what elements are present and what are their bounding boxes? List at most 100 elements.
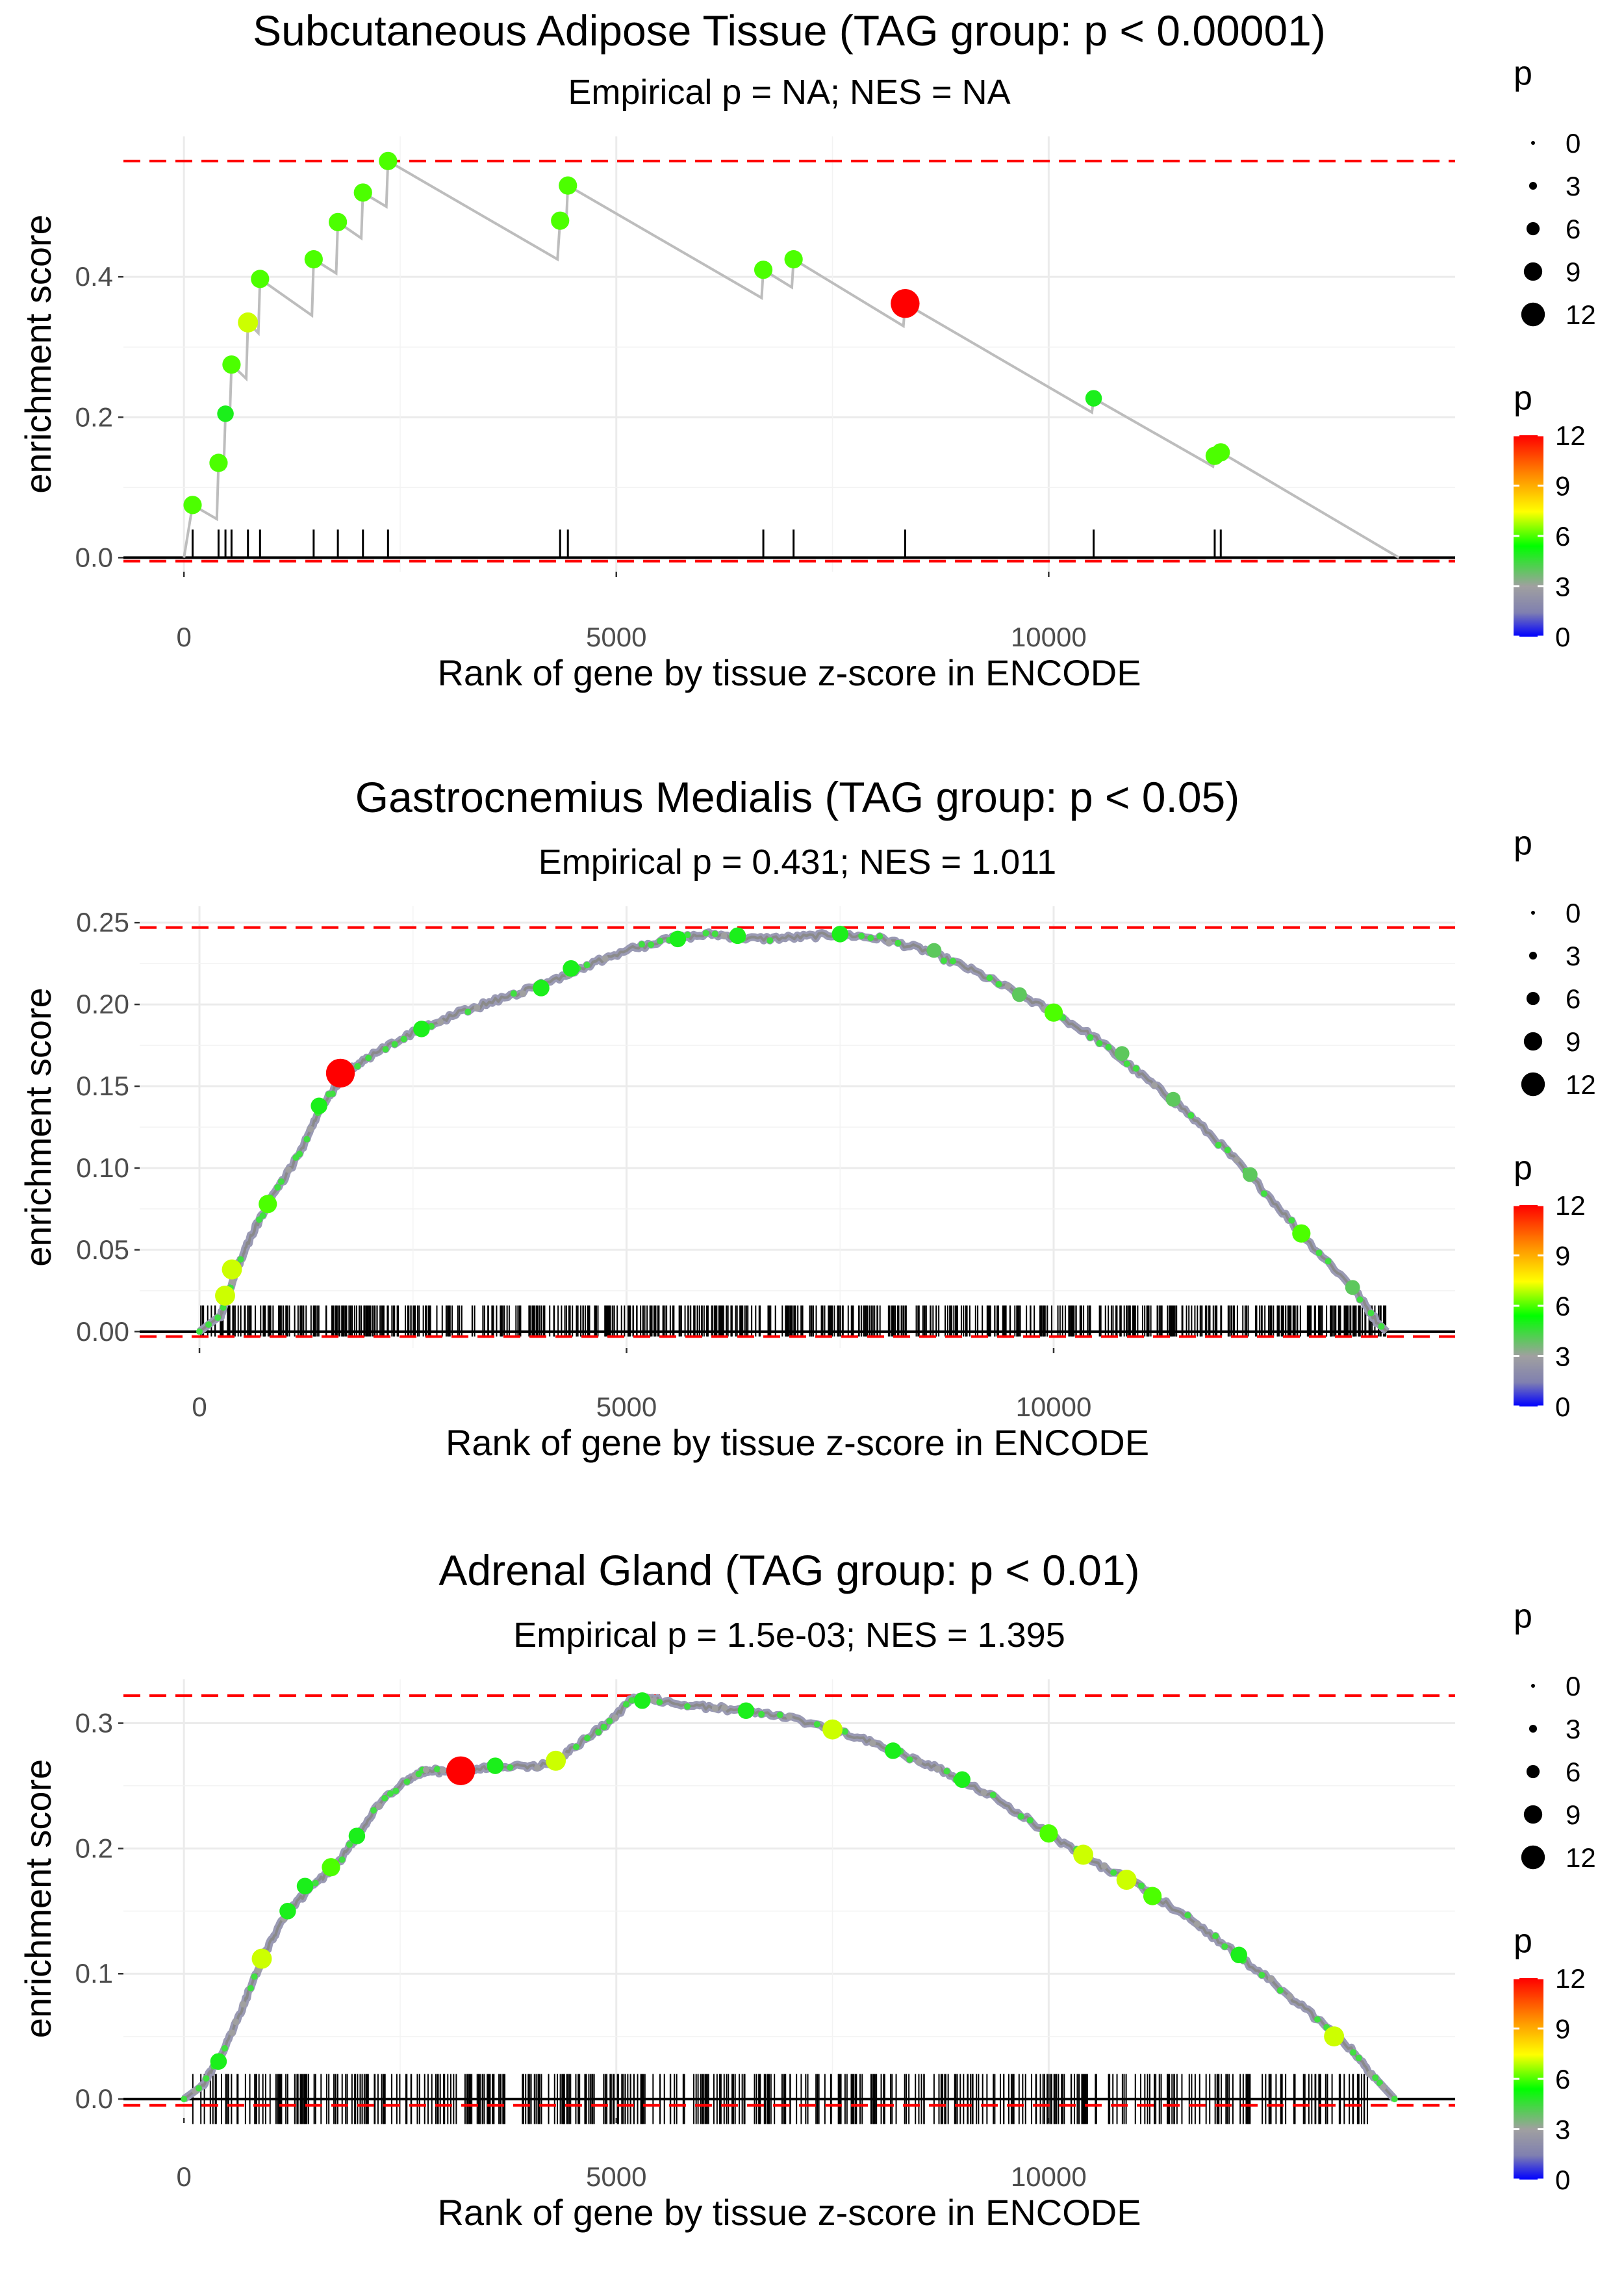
es-curve-dot (312, 1879, 319, 1887)
size-legend-label: 12 (1566, 1069, 1596, 1100)
panel-2: Gastrocnemius Medialis (TAG group: p < 0… (18, 773, 1596, 1463)
data-point (633, 1692, 651, 1709)
es-curve-dot (307, 1125, 314, 1132)
es-curve-dot (876, 933, 883, 940)
es-curve-dot (434, 1766, 440, 1773)
size-legend-title: p (1514, 824, 1532, 862)
es-curve (183, 1695, 1396, 2100)
es-curve-dot (1132, 1065, 1139, 1072)
es-curve-dot (600, 1724, 607, 1731)
es-curve-dot (382, 1046, 389, 1053)
color-legend-title: p (1514, 1149, 1532, 1187)
es-curve-dot (986, 974, 993, 982)
es-curve-dot (1017, 1813, 1024, 1820)
es-curve-dot (758, 1711, 765, 1718)
es-curve-dot (1221, 1943, 1228, 1950)
es-curve (198, 931, 1388, 1333)
es-curve-dot (867, 934, 874, 941)
size-legend-label: 12 (1566, 299, 1596, 330)
data-point (183, 496, 202, 515)
size-legend-dot (1531, 911, 1535, 915)
color-legend-label: 6 (1555, 521, 1570, 552)
color-legend-label: 12 (1555, 420, 1586, 451)
es-curve-dot (1355, 2054, 1362, 2061)
es-curve-dot (648, 941, 655, 948)
es-curve-dot (203, 2075, 210, 2082)
es-curve-dot (702, 930, 709, 937)
size-legend-dot (1526, 1764, 1540, 1779)
data-point (1165, 1091, 1181, 1107)
data-point (222, 1259, 242, 1280)
x-axis-label: Rank of gene by tissue z-score in ENCODE (446, 1422, 1149, 1463)
es-curve-dot (507, 1764, 514, 1771)
x-axis-label: Rank of gene by tissue z-score in ENCODE (437, 2192, 1141, 2233)
size-legend-label: 0 (1566, 128, 1580, 159)
es-curve-dot (767, 937, 774, 944)
size-legend-title: p (1514, 1597, 1532, 1635)
es-curve-dot (214, 1314, 222, 1321)
es-curve-dot (205, 1321, 212, 1328)
es-curve-dot (346, 1841, 353, 1848)
es-curve-dot (354, 1063, 361, 1070)
es-curve-dot (1350, 2049, 1357, 2056)
es-curve-dot (1123, 1060, 1130, 1067)
es-curve-dot (611, 1714, 618, 1721)
es-curve-dot (1258, 1972, 1265, 1979)
y-tick-label: 0.15 (76, 1071, 129, 1101)
size-legend-label: 3 (1566, 941, 1580, 971)
data-points (183, 151, 1230, 515)
es-curve-dot (721, 1704, 728, 1711)
es-curve-dot (940, 957, 947, 964)
es-curve-dot (237, 1256, 244, 1263)
es-curve-dot (422, 1766, 429, 1774)
es-curve-dot (950, 958, 956, 965)
es-curve-dot (1110, 1869, 1117, 1876)
es-curve-dot (196, 1328, 203, 1335)
x-tick-label: 5000 (586, 622, 646, 652)
es-curve-dot (1372, 2074, 1379, 2081)
es-curve-dot (1004, 982, 1011, 989)
es-curve-dot (1096, 1040, 1103, 1047)
data-point (379, 151, 398, 170)
data-point (1324, 2026, 1345, 2047)
es-curve-dot (221, 2045, 228, 2052)
color-legend-label: 3 (1555, 1342, 1570, 1372)
es-curve-dot (934, 1765, 941, 1772)
es-curve-dot (995, 981, 1002, 987)
y-axis-label: enrichment score (18, 1759, 58, 2039)
color-legend-label: 12 (1555, 1190, 1586, 1221)
data-point (1212, 443, 1230, 462)
data-point (487, 1757, 504, 1774)
y-axis-label: enrichment score (18, 214, 58, 494)
es-curve-dot (1366, 2070, 1373, 2078)
size-legend-dot (1526, 222, 1540, 236)
size-legend-dot (1531, 1684, 1535, 1688)
es-curve-dot (1286, 1993, 1293, 2000)
data-point (251, 1948, 272, 1969)
es-curve-dot (841, 1728, 848, 1735)
x-tick-label: 5000 (586, 2161, 646, 2192)
es-curve-dot (584, 1735, 591, 1742)
size-legend-title: p (1514, 55, 1532, 92)
es-curve-dot (650, 1697, 657, 1704)
size-legend-label: 12 (1566, 1842, 1596, 1873)
data-point (209, 453, 228, 472)
x-tick-label: 5000 (596, 1392, 657, 1422)
panel-1: Subcutaneous Adipose Tissue (TAG group: … (18, 6, 1596, 693)
data-point (1114, 1046, 1130, 1062)
es-curve-dot (1138, 1882, 1145, 1889)
es-curve-dot (1151, 1082, 1158, 1089)
data-point (222, 355, 241, 374)
data-point (311, 1097, 327, 1115)
color-legend-label: 3 (1555, 572, 1570, 602)
data-points (210, 1692, 1345, 2070)
es-curve-dot (1087, 1034, 1094, 1041)
es-curve-dot (510, 990, 517, 997)
data-point (325, 1058, 355, 1088)
size-legend-dot (1529, 951, 1538, 960)
es-curve-dot (403, 1778, 411, 1785)
data-point (737, 1702, 755, 1719)
es-curve-dot (1288, 1217, 1295, 1224)
es-curve-dot (439, 1767, 446, 1774)
data-point (296, 1877, 314, 1894)
